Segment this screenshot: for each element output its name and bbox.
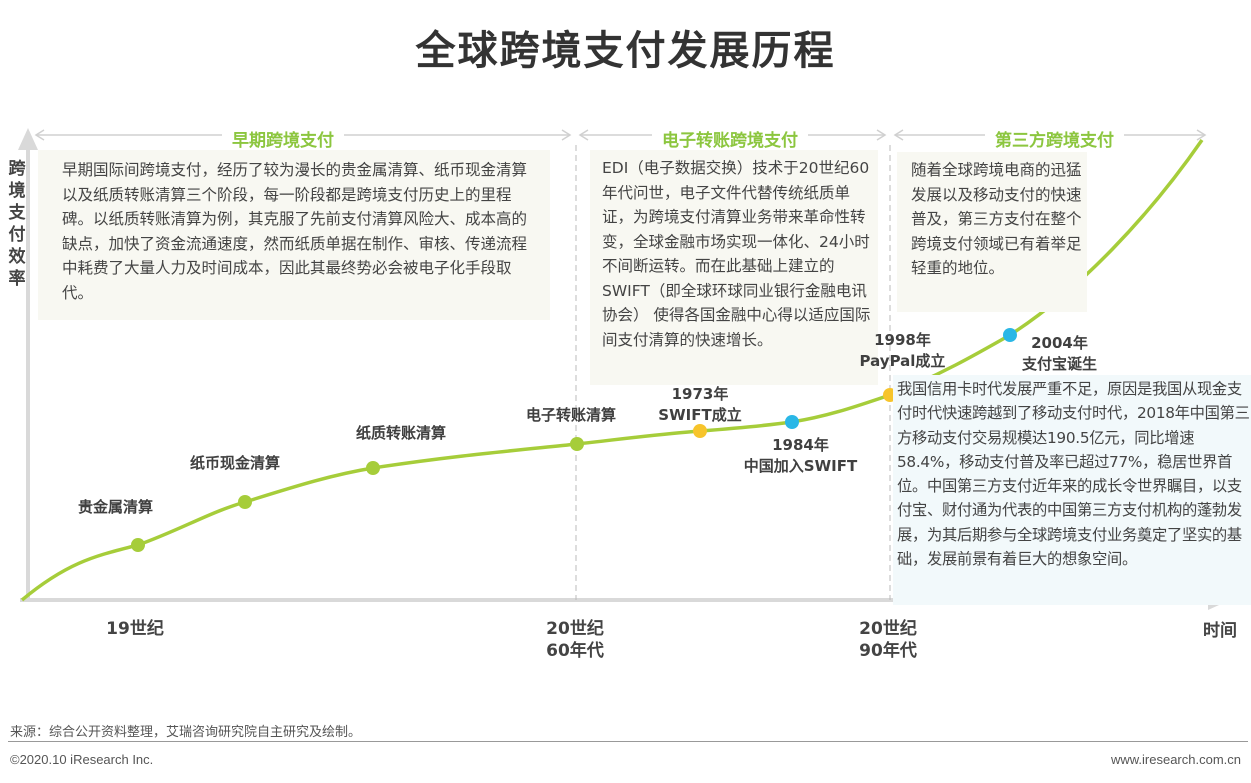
- milestone-dot: [238, 495, 252, 509]
- milestone-dot: [785, 415, 799, 429]
- efficiency-curve: [20, 139, 1204, 602]
- milestone-dot: [570, 437, 584, 451]
- milestone-year: 1998年: [874, 331, 931, 349]
- milestone-dot: [693, 424, 707, 438]
- china-note: 我国信用卡时代发展严重不足，原因是我国从现金支付时代快速跨越到了移动支付时代，2…: [893, 375, 1251, 605]
- milestone-dot: [1003, 328, 1017, 342]
- x-tick-text: 20世纪: [546, 619, 604, 639]
- phase-label-early: 早期跨境支付: [222, 126, 344, 151]
- footer-divider: [8, 741, 1248, 742]
- y-axis-arrow: [18, 128, 38, 150]
- x-tick-text: 60年代: [546, 641, 604, 661]
- x-tick-text: 19世纪: [106, 619, 164, 639]
- milestone-name: PayPal成立: [859, 352, 946, 370]
- x-axis-label: 时间: [1203, 621, 1237, 641]
- milestone-dot: [366, 461, 380, 475]
- y-axis-label: 跨境支付效率: [8, 159, 26, 289]
- milestone-name: SWIFT成立: [658, 406, 742, 424]
- milestone-label: 1998年 PayPal成立: [855, 330, 950, 372]
- copyright: ©2020.10 iResearch Inc.: [10, 752, 154, 767]
- milestone-year: 2004年: [1031, 334, 1088, 352]
- website: www.iresearch.com.cn: [1110, 752, 1241, 767]
- phase-label-third-party: 第三方跨境支付: [985, 126, 1124, 151]
- milestone-name: 中国加入SWIFT: [743, 457, 858, 475]
- x-tick-text: 90年代: [859, 641, 917, 661]
- milestone-year: 1984年: [772, 436, 829, 454]
- source-note: 来源：综合公开资料整理，艾瑞咨询研究院自主研究及绘制。: [10, 725, 362, 740]
- milestone-label: 贵金属清算: [78, 498, 154, 516]
- phase-description-electronic: EDI（电子数据交换）技术于20世纪60年代问世，电子文件代替传统纸质单证，为跨…: [590, 150, 878, 385]
- milestone-label: 电子转账清算: [526, 406, 617, 424]
- milestone-name: 支付宝诞生: [1021, 355, 1097, 373]
- milestone-label: 1984年中国加入SWIFT: [738, 435, 863, 477]
- milestone-label: 1973年 SWIFT成立: [655, 384, 745, 426]
- phase-label-electronic: 电子转账跨境支付: [652, 126, 808, 151]
- milestone-year: 1973年: [671, 385, 729, 403]
- milestone-label: 2004年支付宝诞生: [1012, 333, 1107, 375]
- page-title: 全球跨境支付发展历程: [415, 28, 836, 74]
- milestone-label: 纸币现金清算: [190, 454, 281, 472]
- x-tick-1960s: 20世纪 60年代: [535, 618, 615, 662]
- milestone-dot: [131, 538, 145, 552]
- x-tick-1990s: 20世纪 90年代: [848, 618, 928, 662]
- x-tick-19th-century: 19世纪: [95, 618, 175, 640]
- phase-description-early: 早期国际间跨境支付，经历了较为漫长的贵金属清算、纸币现金清算以及纸质转账清算三个…: [38, 150, 550, 320]
- milestone-label: 纸质转账清算: [356, 424, 447, 442]
- x-tick-text: 20世纪: [859, 619, 917, 639]
- phase-description-third-party: 随着全球跨境电商的迅猛发展以及移动支付的快速普及，第三方支付在整个跨境支付领域已…: [897, 152, 1087, 312]
